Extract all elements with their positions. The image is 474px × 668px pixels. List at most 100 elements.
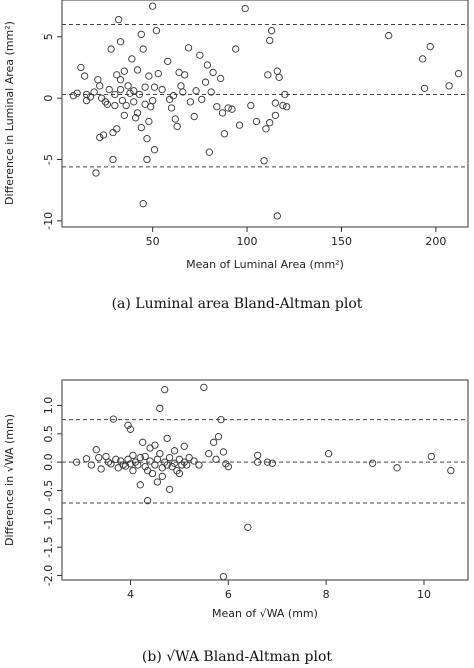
plot-a-point-16 [105, 85, 113, 94]
plot-b-point-40 [158, 472, 166, 480]
plot-a-point-10 [96, 82, 104, 90]
plot-b-y-tick-label-0: 1.0 [42, 397, 55, 415]
plot-b-point-9 [109, 415, 118, 423]
plot-b-point-63 [212, 455, 220, 463]
plot-a-point-45 [141, 83, 149, 91]
plot-a-point-75 [201, 78, 210, 86]
plot-a-x-tick-label-2: 150 [331, 235, 352, 248]
plot-b-x-tick-label-0: 4 [127, 588, 134, 601]
plot-a-y-tick-label-0: 5 [42, 33, 55, 40]
plot-a-point-39 [133, 109, 142, 117]
plot-a-point-67 [179, 88, 187, 96]
plot-b-point-20 [129, 451, 137, 460]
plot-b-point-78 [427, 452, 435, 461]
plot-a-point-88 [241, 4, 249, 13]
plot-a-point-25 [116, 38, 125, 46]
plot-b-point-11 [114, 464, 122, 472]
plot-b-point-22 [134, 461, 142, 469]
plot-a-point-82 [218, 109, 227, 117]
plot-a-point-95 [266, 36, 274, 45]
plot-b-point-32 [148, 469, 157, 478]
plot-a-point-51 [147, 103, 155, 111]
plot-a-point-87 [235, 121, 244, 129]
plot-b-point-52 [175, 469, 184, 478]
plot-a-point-8 [92, 169, 100, 177]
plot-a-point-77 [205, 148, 213, 156]
caption-a: (a) Luminal area Bland-Altman plot [111, 296, 363, 312]
plot-a-point-50 [145, 117, 153, 126]
plot-a-x-tick-label-3: 200 [425, 235, 446, 248]
plot-a-point-107 [420, 84, 429, 92]
plot-a-point-93 [264, 71, 272, 79]
plot-b-point-12 [117, 457, 125, 465]
plot-b-y-tick-label-5: -1.5 [42, 536, 55, 557]
plot-a-point-13 [99, 131, 108, 139]
plot-a-point-1 [73, 89, 81, 97]
plot-a-point-35 [130, 87, 138, 95]
plot-a-point-101 [275, 73, 283, 81]
plot-b-point-69 [219, 572, 228, 581]
plot-a-point-48 [143, 155, 151, 164]
plot-b-point-48 [170, 447, 179, 455]
plot-a-point-61 [167, 104, 176, 112]
plot-a-point-11 [96, 133, 104, 142]
plot-a-point-17 [107, 45, 115, 53]
plot-b-y-tick-label-4: -1.0 [42, 508, 55, 529]
plot-a-point-41 [137, 30, 145, 39]
plot-b-point-49 [170, 459, 179, 467]
plot-a-y-axis-label: Difference in Luminal Area (mm²) [3, 21, 16, 205]
plot-a-point-105 [385, 31, 393, 40]
plot-a-point-28 [118, 96, 127, 105]
plot-a-x-tick-label-1: 100 [237, 235, 258, 248]
plot-a-point-14 [101, 98, 110, 106]
bland-altman-plot-luminal-area: 50 100 150 200 50-5-10 Mean of Luminal Area… [3, 0, 469, 271]
plot-a-point-91 [260, 157, 268, 165]
plot-b-point-16 [124, 455, 132, 463]
plot-b-point-1 [82, 455, 91, 463]
plot-b-point-57 [185, 453, 193, 462]
plot-b-y-tick-label-1: 0.5 [42, 425, 55, 443]
plot-b-point-37 [156, 404, 164, 412]
plot-a-point-24 [115, 15, 123, 24]
plot-b-point-41 [161, 385, 169, 394]
plot-a-point-83 [220, 130, 229, 138]
plot-b-point-25 [139, 438, 147, 446]
plot-b-point-33 [151, 441, 159, 449]
plot-b-x-tick-label-1: 6 [225, 588, 232, 601]
plot-a-point-47 [143, 135, 151, 143]
plot-a-point-5 [82, 90, 91, 99]
plot-a-point-89 [247, 101, 255, 110]
plot-b-y-axis-label: Difference in √WA (mm) [3, 414, 16, 546]
plot-b-point-71 [254, 451, 262, 460]
plot-b-point-27 [141, 463, 149, 471]
plot-a-point-68 [181, 71, 189, 79]
plot-a-point-80 [213, 103, 221, 111]
plot-a-point-85 [228, 105, 236, 113]
plot-a-point-69 [184, 44, 193, 52]
plot-a-point-21 [111, 101, 119, 110]
plot-a-point-9 [94, 76, 102, 84]
plot-a-point-3 [81, 72, 89, 80]
plot-a-point-97 [271, 99, 280, 107]
plot-a-point-52 [148, 2, 157, 10]
plot-a-point-63 [171, 115, 179, 123]
plot-a-point-4 [82, 96, 91, 105]
plot-a-point-40 [135, 90, 144, 99]
plot-a-point-70 [186, 98, 195, 106]
plot-a-point-81 [216, 74, 225, 83]
caption-b: (b) √WA Bland-Altman plot [141, 649, 333, 665]
plot-b-point-5 [97, 465, 105, 473]
plot-a-point-64 [173, 122, 181, 131]
plot-a-point-86 [232, 45, 240, 53]
plot-a-y-tick-label-2: -5 [42, 154, 55, 165]
plot-b-y-tick-label-6: -2.0 [42, 565, 55, 586]
plot-b-point-31 [146, 457, 154, 465]
plot-b-point-2 [87, 461, 95, 469]
plot-a-point-31 [122, 101, 130, 110]
plot-b-point-54 [180, 442, 188, 450]
plot-b-point-64 [214, 433, 223, 441]
plot-a-point-37 [131, 114, 140, 122]
plot-a-point-73 [196, 51, 204, 59]
plot-a-point-43 [139, 200, 147, 208]
plot-b-point-62 [209, 438, 218, 446]
